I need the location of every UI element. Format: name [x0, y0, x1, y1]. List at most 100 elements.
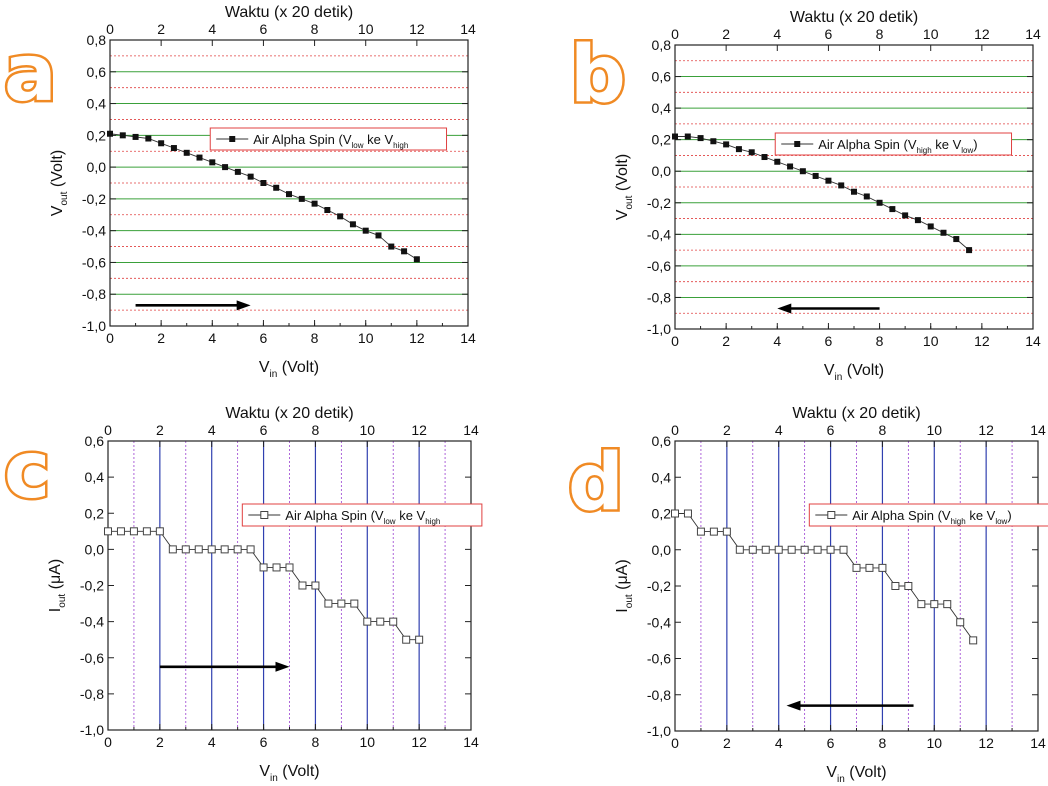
top-x-tick-label: 8: [312, 422, 320, 438]
data-point: [722, 527, 731, 536]
data-point: [233, 545, 242, 554]
y-axis-title: Vout (Volt): [614, 154, 635, 220]
panel-a: 0 0 2 2 4 4 6 6 8 8 10 10 12 12 14 14 -1,0 -0,8 -0,6 -0,4 -0…: [2, 4, 476, 380]
data-point: [247, 173, 254, 180]
data-point: [389, 617, 398, 626]
legend-label: Air Alpha Spin (Vlow ke Vhigh: [285, 508, 440, 526]
legend: Air Alpha Spin (Vlow ke Vhigh: [241, 503, 483, 527]
data-point: [349, 221, 356, 228]
data-point: [761, 545, 770, 554]
y-tick-label: -0,6: [647, 651, 671, 667]
x-tick-label: 6: [825, 333, 833, 349]
data-point: [324, 207, 331, 214]
legend: Air Alpha Spin (Vhigh ke Vlow): [808, 503, 1048, 527]
data-point: [337, 599, 346, 608]
y-tick-label: 0,4: [85, 469, 105, 485]
legend: Air Alpha Spin (Vhigh ke Vlow): [774, 132, 1013, 156]
y-tick-label: 0,6: [87, 64, 107, 80]
y-tick-label: -1,0: [82, 318, 106, 334]
y-tick-label: -1,0: [647, 723, 671, 739]
x-tick-label: 2: [723, 735, 731, 751]
top-x-tick-label: 0: [104, 422, 112, 438]
y-tick-label: 0,2: [87, 127, 107, 143]
x-tick-label: 14: [1030, 735, 1046, 751]
data-point: [851, 188, 857, 195]
y-tick-label: -0,4: [647, 614, 671, 630]
data-point: [362, 227, 369, 234]
data-point: [671, 509, 679, 518]
data-point: [363, 617, 372, 626]
data-point: [710, 138, 717, 145]
data-point: [168, 545, 177, 554]
x-tick-label: 6: [260, 734, 268, 750]
data-point: [298, 581, 307, 590]
data-point: [183, 149, 190, 156]
data-point: [930, 600, 939, 609]
y-tick-label: -0,6: [82, 254, 106, 270]
x-tick-label: 8: [876, 333, 884, 349]
top-x-tick-label: 6: [260, 21, 268, 37]
x-tick-label: 10: [359, 734, 375, 750]
legend-label: Air Alpha Spin (Vhigh ke Vlow): [818, 137, 977, 155]
data-point: [697, 135, 704, 142]
data-point: [116, 527, 125, 536]
data-point: [902, 212, 909, 219]
top-x-tick-label: 8: [311, 21, 319, 37]
x-tick-label: 4: [208, 330, 216, 346]
top-x-tick-label: 10: [359, 422, 375, 438]
x-axis-title: Vin (Volt): [826, 764, 886, 785]
y-tick-label: 0,8: [87, 32, 107, 48]
top-x-tick-label: 6: [825, 26, 833, 42]
x-tick-label: 10: [926, 735, 942, 751]
top-x-tick-label: 4: [208, 422, 216, 438]
x-tick-label: 8: [311, 330, 319, 346]
x-tick-label: 12: [974, 333, 990, 349]
data-point: [155, 527, 164, 536]
legend-marker: [229, 136, 236, 142]
legend-box: [209, 127, 448, 151]
data-point: [826, 545, 835, 554]
top-x-tick-label: 6: [260, 422, 268, 438]
data-point: [350, 599, 359, 608]
y-tick-label: 0,6: [652, 433, 672, 449]
x-tick-label: 8: [312, 734, 320, 750]
data-point: [943, 600, 952, 609]
data-point: [285, 563, 294, 572]
data-point: [878, 563, 887, 572]
x-tick-label: 12: [978, 735, 994, 751]
legend: Air Alpha Spin (Vlow ke Vhigh: [209, 127, 448, 151]
data-point: [800, 545, 809, 554]
x-tick-label: 2: [722, 333, 730, 349]
x-axis-title: Vin (Volt): [824, 362, 884, 383]
series-line: [109, 133, 418, 260]
y-tick-label: 0,4: [652, 100, 672, 116]
data-point: [375, 232, 382, 239]
data-point: [376, 617, 385, 626]
series-line: [675, 513, 974, 641]
data-point: [863, 193, 870, 200]
top-x-tick-label: 10: [358, 21, 374, 37]
y-tick-label: 0,0: [85, 541, 105, 557]
y-tick-label: -0,8: [647, 289, 671, 305]
data-point: [709, 527, 718, 536]
x-axis-title: Vin (Volt): [259, 763, 319, 784]
data-point: [914, 217, 921, 224]
top-x-tick-label: 8: [876, 26, 884, 42]
top-x-tick-label: 4: [208, 21, 216, 37]
x-tick-label: 10: [923, 333, 939, 349]
y-tick-label: 0,4: [87, 96, 107, 112]
data-point: [787, 545, 796, 554]
data-point: [839, 545, 848, 554]
top-x-tick-label: 0: [106, 21, 114, 37]
x-tick-label: 10: [358, 330, 374, 346]
y-tick-label: -0,4: [82, 223, 106, 239]
x-tick-label: 14: [460, 330, 476, 346]
data-point: [917, 600, 926, 609]
data-point: [748, 545, 757, 554]
y-tick-label: -0,8: [647, 687, 671, 703]
data-point: [142, 527, 151, 536]
legend-label: Air Alpha Spin (Vlow ke Vhigh: [253, 132, 408, 150]
panel-d: 0 0 2 2 4 4 6 6 8 8 10 10 12 12 14 14 -1,0 -0,8 -0,6 -0,4 -0…: [566, 405, 1048, 785]
data-point: [735, 146, 742, 153]
data-point: [132, 133, 139, 140]
